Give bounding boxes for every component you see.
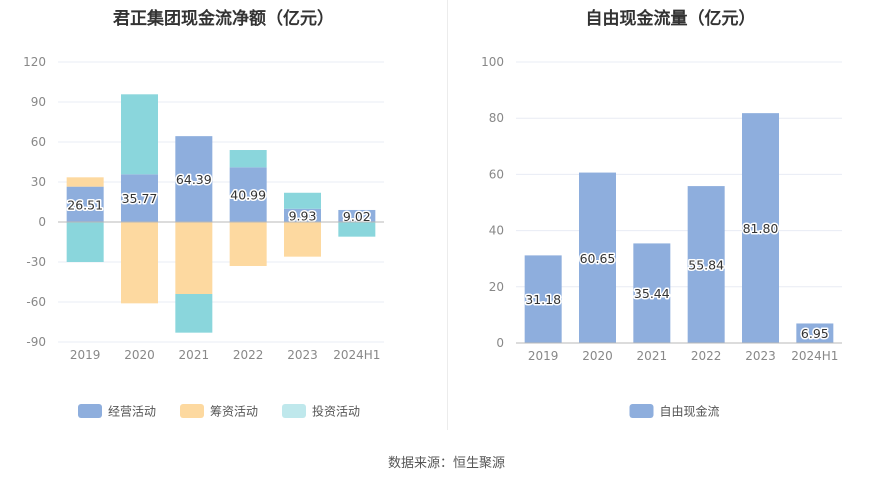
data-label: 64.39 [176,172,212,187]
data-label: 55.84 [688,258,724,273]
data-label: 35.77 [122,191,158,206]
bar [338,209,376,222]
y-tick-label: 80 [489,111,504,125]
cashflow-net-chart: 120 90 60 30 0 -30 -60 -90 2019 26.51 2020 35.77 202… [23,55,384,419]
y-tick-label: 0 [38,215,46,229]
bar [284,222,321,257]
free-cashflow-chart: 100 80 60 40 20 0 2019 31.18 2020 60.65 2021 35.44 2… [481,55,842,419]
y-tick-label: -60 [26,295,46,309]
data-label: 60.65 [580,251,616,266]
free-cashflow-chart-title: 自由现金流量（亿元） [585,9,756,29]
data-label: 31.18 [525,292,561,307]
bar [121,222,158,304]
cashflow-net-chart-title: 君正集团现金流净额（亿元） [113,9,334,29]
data-label: 40.99 [230,188,266,203]
y-tick-label: -30 [26,255,46,269]
x-tick-label: 2024H1 [791,349,838,363]
legend-swatch [180,404,204,418]
data-label: 9.02 [343,209,371,224]
x-tick-label: 2020 [582,349,613,363]
legend-label: 经营活动 [108,405,156,419]
bar [66,177,104,187]
bar [121,174,158,222]
data-label: 35.44 [634,286,670,301]
y-tick-label: 60 [31,135,46,149]
x-tick-label: 2020 [124,348,155,362]
data-source-note: 数据来源：恒生聚源 [387,456,505,471]
data-label: 81.80 [743,221,779,236]
panel-divider [447,0,448,430]
data-label: 6.95 [801,326,829,341]
bar [796,323,834,343]
bar [284,192,321,209]
y-tick-label: 20 [489,280,504,294]
bar [175,294,213,333]
x-tick-label: 2021 [179,348,210,362]
bar [524,255,562,343]
bar [175,136,213,222]
bar [338,222,376,237]
bar [229,222,267,266]
bar [66,186,104,222]
y-tick-label: 90 [31,95,46,109]
bar [284,208,321,222]
data-label: 26.51 [67,197,103,212]
x-tick-label: 2019 [528,349,559,363]
legend-swatch [282,404,306,418]
y-tick-label: 120 [23,55,46,69]
legend-label: 投资活动 [312,404,360,419]
y-tick-label: -90 [26,335,46,349]
bar [175,222,213,294]
bar [229,167,267,222]
legend-swatch [78,404,102,418]
legend-label: 筹资活动 [210,405,258,419]
x-tick-label: 2023 [287,348,318,362]
y-tick-label: 60 [489,167,504,181]
bar [229,150,267,168]
data-label: 9.93 [289,208,317,223]
y-tick-label: 30 [31,175,46,189]
x-tick-label: 2021 [637,349,668,363]
bar [633,243,671,343]
bar [121,94,158,175]
x-tick-label: 2024H1 [333,348,380,362]
x-tick-label: 2022 [233,348,264,362]
x-tick-label: 2022 [691,349,722,363]
bar [66,222,104,262]
y-tick-label: 40 [489,224,504,238]
legend-swatch [629,404,654,418]
cashflow-net-chart-panel: 君正集团现金流净额（亿元） 120 90 60 30 0 -30 -60 -90 2019 26.… [0,0,447,430]
bar [742,113,779,343]
bar [687,186,725,343]
x-tick-label: 2023 [745,349,776,363]
y-tick-label: 100 [481,55,504,69]
legend-label: 自由现金流 [660,404,720,419]
free-cashflow-chart-panel: 自由现金流量（亿元） 100 80 60 40 20 0 2019 31.18 2020 60.6… [448,0,893,430]
x-tick-label: 2019 [70,348,101,362]
y-tick-label: 0 [496,336,504,350]
bar [579,172,616,343]
